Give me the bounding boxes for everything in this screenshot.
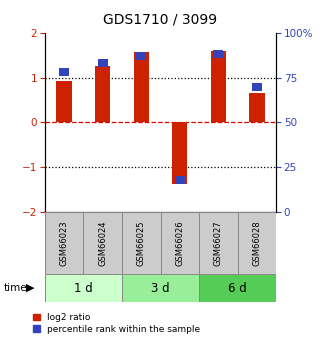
- Bar: [45, 212, 83, 274]
- Text: GSM66025: GSM66025: [137, 220, 146, 266]
- Bar: [160, 212, 199, 274]
- Text: GSM66028: GSM66028: [252, 220, 261, 266]
- Bar: [211, 51, 226, 122]
- Bar: [136, 52, 146, 60]
- Text: time: time: [3, 283, 27, 293]
- Bar: [59, 68, 69, 76]
- Bar: [199, 274, 276, 302]
- Bar: [213, 50, 223, 58]
- Text: GSM66026: GSM66026: [175, 220, 184, 266]
- Text: 6 d: 6 d: [228, 282, 247, 295]
- Bar: [95, 66, 110, 122]
- Bar: [175, 176, 185, 184]
- Text: GSM66027: GSM66027: [214, 220, 223, 266]
- Text: GSM66023: GSM66023: [60, 220, 69, 266]
- Bar: [134, 52, 149, 122]
- Text: 3 d: 3 d: [151, 282, 170, 295]
- Bar: [122, 212, 160, 274]
- Text: 1 d: 1 d: [74, 282, 93, 295]
- Bar: [172, 122, 187, 184]
- Bar: [56, 81, 72, 122]
- Bar: [238, 212, 276, 274]
- Text: GSM66024: GSM66024: [98, 220, 107, 266]
- Bar: [98, 59, 108, 67]
- Bar: [252, 82, 262, 91]
- Text: ▶: ▶: [26, 283, 35, 293]
- Bar: [83, 212, 122, 274]
- Bar: [122, 274, 199, 302]
- Legend: log2 ratio, percentile rank within the sample: log2 ratio, percentile rank within the s…: [33, 313, 200, 334]
- Bar: [45, 274, 122, 302]
- Text: GDS1710 / 3099: GDS1710 / 3099: [103, 12, 218, 26]
- Bar: [249, 93, 265, 122]
- Bar: [199, 212, 238, 274]
